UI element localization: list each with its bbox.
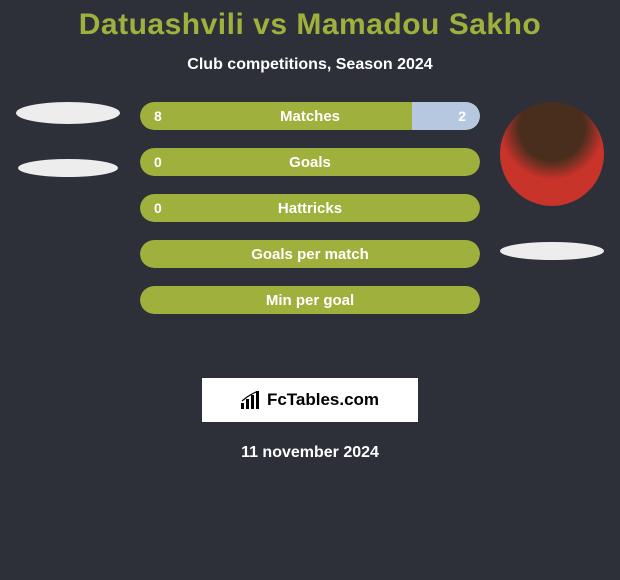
player-right-shadow-ellipse: [500, 242, 604, 260]
player-left-column: [8, 102, 128, 177]
logo-box: FcTables.com: [202, 378, 418, 422]
player-right-avatar: [500, 102, 604, 206]
comparison-chart: 82Matches 0Goals 0Hattricks Goals per match…: [0, 102, 620, 362]
bar-label: Goals: [140, 148, 480, 176]
bar-label: Hattricks: [140, 194, 480, 222]
bar-label: Min per goal: [140, 286, 480, 314]
date-line: 11 november 2024: [0, 444, 620, 462]
page-title: Datuashvili vs Mamadou Sakho: [0, 8, 620, 42]
bar-row: Min per goal: [140, 286, 480, 314]
bar-label: Matches: [140, 102, 480, 130]
subtitle: Club competitions, Season 2024: [0, 56, 620, 74]
bars-container: 82Matches 0Goals 0Hattricks Goals per match…: [140, 102, 480, 332]
player-left-shadow-ellipse: [18, 159, 118, 177]
root: Datuashvili vs Mamadou Sakho Club compet…: [0, 0, 620, 462]
bar-row: 0Hattricks: [140, 194, 480, 222]
bar-row: Goals per match: [140, 240, 480, 268]
bar-row: 0Goals: [140, 148, 480, 176]
logo-text: FcTables.com: [267, 390, 379, 410]
bar-row: 82Matches: [140, 102, 480, 130]
chart-icon: [241, 391, 261, 409]
player-right-column: [492, 102, 612, 260]
bar-label: Goals per match: [140, 240, 480, 268]
player-left-avatar-placeholder: [16, 102, 120, 124]
